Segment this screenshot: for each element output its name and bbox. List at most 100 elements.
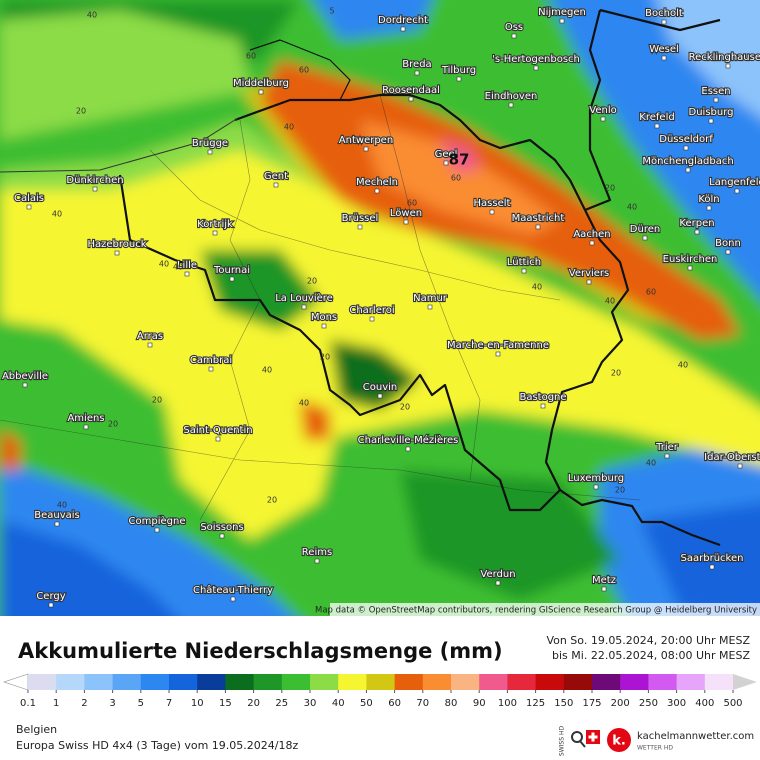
city-label: Dünkirchen <box>66 175 123 186</box>
contour-label: 40 <box>646 459 656 468</box>
scale-label: 90 <box>473 698 486 709</box>
city-marker <box>593 484 599 490</box>
contour-label: 5 <box>329 7 334 16</box>
swiss-cross <box>588 732 598 742</box>
city-label: Marche-en-Famenne <box>447 340 549 351</box>
city-label: Trier <box>655 442 679 453</box>
city-label: Arras <box>137 331 163 342</box>
contour-label: 60 <box>646 288 656 297</box>
logo-badge: SWISS HD <box>559 726 566 757</box>
contour-label: 40 <box>262 366 272 375</box>
scale-swatch <box>394 674 424 690</box>
city-marker <box>114 250 120 256</box>
city-label: Amiens <box>67 413 104 424</box>
scale-swatch <box>592 674 621 690</box>
city-label: Venlo <box>589 105 616 116</box>
city-marker <box>511 33 517 39</box>
city-marker <box>301 304 307 310</box>
city-marker <box>540 403 546 409</box>
city-marker <box>533 65 539 71</box>
logo-circle <box>607 728 631 752</box>
city-label: Saarbrücken <box>681 553 744 564</box>
city-label: Dordrecht <box>378 15 428 26</box>
city-label: Middelburg <box>233 78 289 89</box>
city-label: Bonn <box>715 238 741 249</box>
logo-site[interactable]: kachelmannwetter.com <box>637 731 754 742</box>
attribution: Map data © OpenStreetMap contributors, r… <box>315 606 757 616</box>
scale-label: 2 <box>81 698 87 709</box>
scale-label: 7 <box>166 698 172 709</box>
city-marker <box>208 366 214 372</box>
city-label: Charleville-Mézières <box>358 434 459 446</box>
city-label: Duisburg <box>689 107 734 118</box>
city-marker <box>654 123 660 129</box>
city-marker <box>694 229 700 235</box>
city-marker <box>230 596 236 602</box>
city-marker <box>48 602 54 608</box>
city-marker <box>408 96 414 102</box>
scale-label: 125 <box>526 698 545 709</box>
contour-label: 40 <box>159 260 169 269</box>
city-label: Löwen <box>390 208 422 219</box>
city-label: Roosendaal <box>382 85 440 96</box>
city-label: Bastogne <box>519 392 566 403</box>
scale-swatch <box>366 674 396 690</box>
city-marker <box>22 382 28 388</box>
city-label: Mönchengladbach <box>642 156 733 167</box>
city-label: Luxemburg <box>568 473 624 484</box>
scale-label: 40 <box>332 698 345 709</box>
contour-label: 40 <box>52 210 62 219</box>
city-marker <box>400 26 406 32</box>
city-label: Tilburg <box>441 65 476 76</box>
attribution-bg <box>330 603 760 616</box>
contour-label: 40 <box>87 11 97 20</box>
scale-swatch <box>704 674 734 690</box>
scale-swatch <box>253 674 283 690</box>
scale-label: 30 <box>304 698 317 709</box>
legend-title: Akkumulierte Niederschlagsmenge (mm) <box>18 639 503 663</box>
city-marker <box>321 323 327 329</box>
city-label: Kerpen <box>679 218 714 229</box>
city-label: Cambrai <box>190 355 232 366</box>
contour-label: 20 <box>400 403 410 412</box>
city-label: La Louvière <box>275 292 333 304</box>
scale-label: 50 <box>360 698 373 709</box>
contour-label: 40 <box>605 297 615 306</box>
scale-label: 300 <box>667 698 686 709</box>
scale-swatch <box>281 674 311 690</box>
country-borders <box>118 8 721 547</box>
city-marker <box>184 271 190 277</box>
contour-label: 40 <box>627 203 637 212</box>
city-label: Cergy <box>36 591 65 602</box>
city-marker <box>685 167 691 173</box>
city-label: Beauvais <box>34 510 80 521</box>
period-from: Von So. 19.05.2024, 20:00 Uhr MESZ <box>546 634 750 647</box>
scale-swatch <box>535 674 565 690</box>
city-marker <box>495 580 501 586</box>
city-label: Mecheln <box>356 177 398 188</box>
scale-swatch <box>479 674 508 690</box>
city-label: Metz <box>592 575 616 586</box>
city-label: Idar-Oberstein <box>704 452 760 463</box>
city-label: Maastricht <box>512 213 565 224</box>
city-marker <box>273 182 279 188</box>
contour-label: 60 <box>299 66 309 75</box>
scale-label: 15 <box>219 698 232 709</box>
city-label: Hazebrouck <box>87 239 146 250</box>
city-label: Langenfeld <box>709 177 760 188</box>
contour-label: 20 <box>605 184 615 193</box>
city-marker <box>586 279 592 285</box>
search-icon <box>579 740 586 748</box>
city-marker <box>687 265 693 271</box>
scale-label: 400 <box>695 698 714 709</box>
contour-label: 20 <box>108 420 118 429</box>
city-marker <box>600 116 606 122</box>
scale-label: 25 <box>275 698 288 709</box>
contour-label: 20 <box>152 396 162 405</box>
search-icon <box>571 731 583 743</box>
city-label: Lille <box>177 260 197 271</box>
contour-label: 60 <box>246 52 256 61</box>
scale-label: 10 <box>191 698 204 709</box>
city-marker <box>508 102 514 108</box>
